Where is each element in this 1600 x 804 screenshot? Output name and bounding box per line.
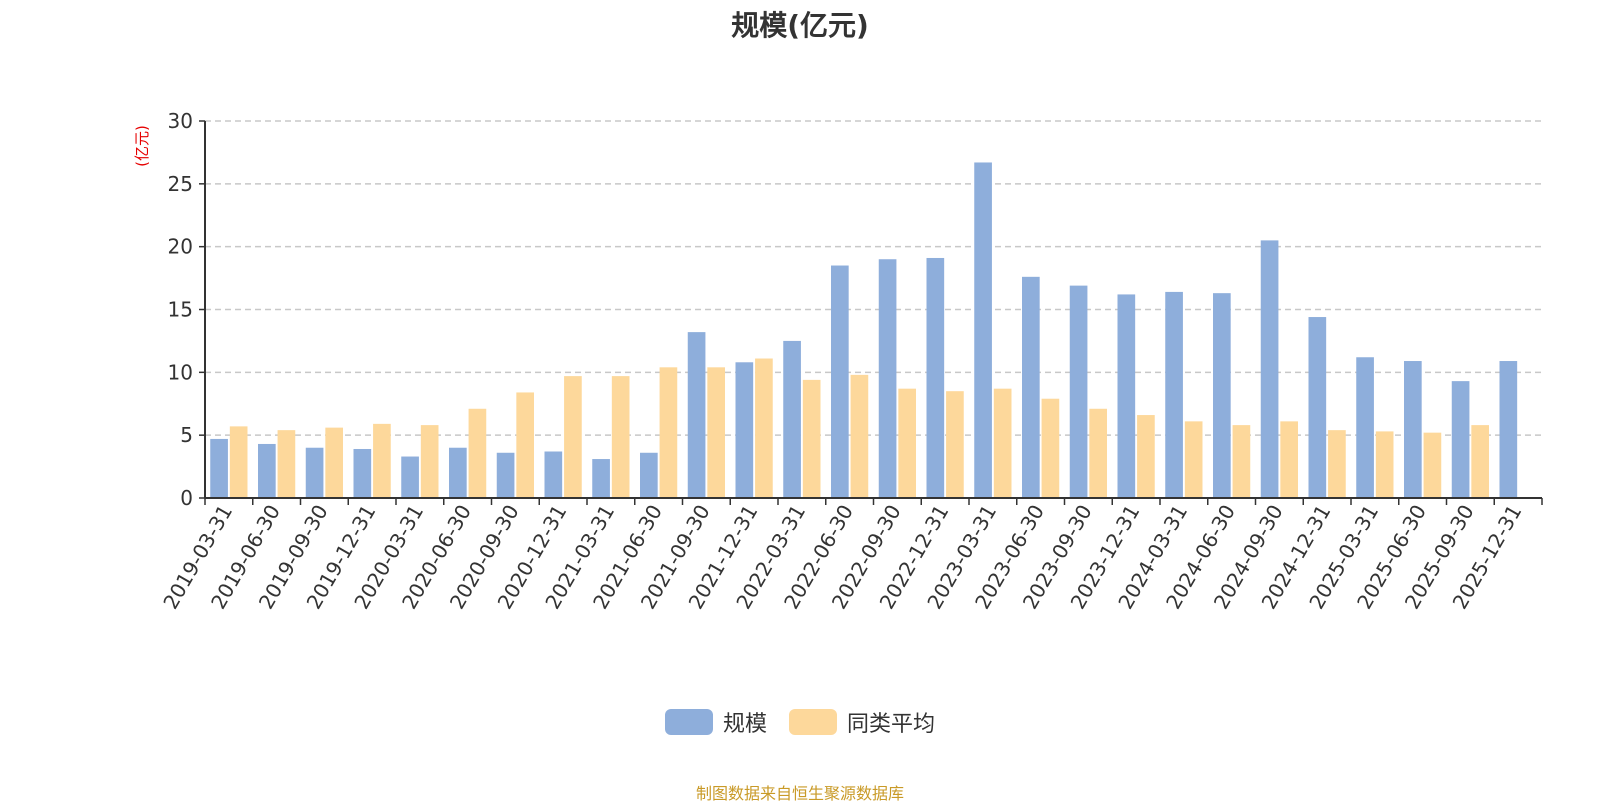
bars — [210, 162, 1518, 498]
bar-category-average[interactable] — [659, 367, 678, 498]
bar-scale[interactable] — [258, 443, 276, 498]
bar-category-average[interactable] — [516, 392, 534, 498]
bar-category-average[interactable] — [468, 408, 487, 498]
bar-category-average[interactable] — [420, 425, 439, 498]
bar-category-average[interactable] — [1375, 431, 1394, 498]
bar-scale[interactable] — [1260, 240, 1279, 498]
bar-scale[interactable] — [401, 456, 419, 498]
bar-scale[interactable] — [1356, 357, 1374, 498]
bar-category-average[interactable] — [755, 358, 773, 498]
legend-swatch-scale — [664, 709, 713, 735]
bar-scale[interactable] — [353, 448, 372, 498]
bar-category-average[interactable] — [1423, 432, 1442, 498]
bar-category-average[interactable] — [325, 427, 343, 498]
bar-scale[interactable] — [1069, 285, 1088, 498]
bar-scale[interactable] — [1165, 291, 1183, 498]
bar-category-average[interactable] — [850, 374, 869, 498]
legend-label-scale: 规模 — [722, 712, 767, 737]
axes — [199, 120, 1543, 505]
bar-scale[interactable] — [1451, 381, 1470, 498]
bar-scale[interactable] — [305, 447, 324, 498]
bar-scale[interactable] — [1499, 361, 1518, 498]
bar-category-average[interactable] — [1232, 425, 1251, 498]
bar-category-average[interactable] — [1184, 421, 1203, 498]
bar-scale[interactable] — [1404, 361, 1422, 498]
bar-category-average[interactable] — [1471, 425, 1489, 498]
bar-scale[interactable] — [544, 451, 563, 498]
bar-scale[interactable] — [640, 452, 658, 498]
bar-scale[interactable] — [1117, 294, 1136, 498]
bar-category-average[interactable] — [277, 430, 296, 498]
bar-category-average[interactable] — [564, 376, 582, 498]
bar-category-average[interactable] — [1041, 398, 1060, 498]
bar-scale[interactable] — [449, 447, 467, 498]
y-tick-label: 20 — [168, 235, 193, 259]
y-tick-label: 25 — [168, 172, 193, 196]
bar-category-average[interactable] — [898, 388, 916, 498]
bar-scale[interactable] — [878, 259, 897, 498]
bar-category-average[interactable] — [707, 367, 725, 498]
bar-scale[interactable] — [1213, 293, 1231, 498]
bar-scale[interactable] — [210, 438, 228, 498]
bar-scale[interactable] — [1022, 276, 1040, 498]
bar-scale[interactable] — [831, 265, 849, 498]
bar-scale[interactable] — [735, 362, 754, 498]
y-tick-label: 0 — [180, 486, 193, 510]
bar-scale[interactable] — [783, 340, 801, 498]
y-axis-unit-label: (亿元) — [133, 125, 151, 167]
bar-category-average[interactable] — [1137, 415, 1155, 498]
legend-swatch-category-average — [789, 709, 837, 735]
bar-scale[interactable] — [974, 162, 992, 498]
bar-scale[interactable] — [592, 459, 610, 498]
y-tick-label: 15 — [168, 298, 193, 322]
bar-category-average[interactable] — [611, 376, 630, 498]
y-tick-label: 5 — [180, 423, 193, 447]
bar-scale[interactable] — [1308, 317, 1327, 498]
bar-scale[interactable] — [687, 332, 706, 498]
bar-category-average[interactable] — [802, 379, 821, 498]
source-note: 制图数据来自恒生聚源数据库 — [695, 784, 904, 803]
bar-category-average[interactable] — [1280, 421, 1298, 498]
chart-title: 规模(亿元) — [731, 9, 869, 42]
legend-label-category-average: 同类平均 — [847, 712, 936, 737]
bar-category-average[interactable] — [229, 426, 248, 498]
bar-category-average[interactable] — [946, 391, 964, 498]
grid-lines — [205, 120, 1542, 436]
legend-item-scale[interactable]: 规模 — [664, 706, 767, 738]
legend: 规模 同类平均 — [0, 706, 1600, 738]
legend-item-category-average[interactable]: 同类平均 — [789, 706, 935, 738]
bar-category-average[interactable] — [993, 388, 1012, 498]
bar-category-average[interactable] — [373, 423, 391, 498]
y-tick-label: 30 — [168, 109, 193, 133]
bar-category-average[interactable] — [1328, 430, 1346, 498]
bar-scale[interactable] — [496, 452, 515, 498]
bar-scale[interactable] — [926, 257, 945, 498]
y-tick-label: 10 — [168, 360, 193, 384]
bar-category-average[interactable] — [1089, 408, 1107, 498]
